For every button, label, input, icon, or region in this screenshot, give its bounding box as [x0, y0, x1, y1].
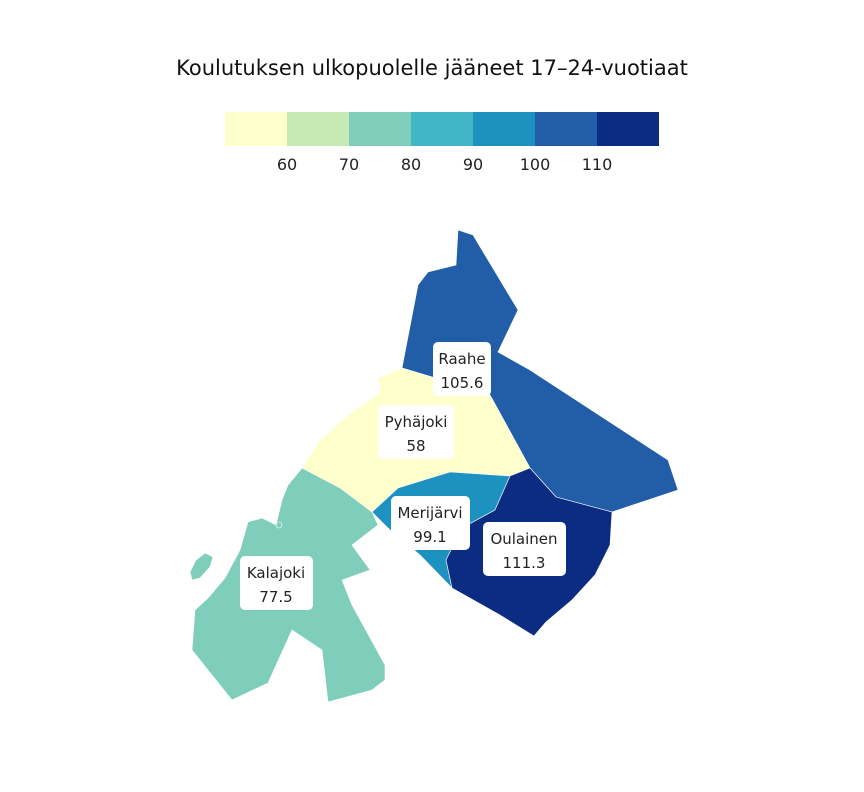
legend-tick-label: 100	[520, 155, 551, 174]
legend-swatch	[535, 112, 597, 146]
label-pyhajoki-value: 58	[406, 437, 425, 455]
label-oulainen-value: 111.3	[503, 554, 546, 572]
legend-tick-label: 70	[339, 155, 359, 174]
legend-tick-label: 110	[582, 155, 613, 174]
label-merijarvi-value: 99.1	[413, 528, 446, 546]
legend-swatch	[473, 112, 535, 146]
label-raahe-name: Raahe	[438, 350, 485, 368]
label-pyhajoki-name: Pyhäjoki	[385, 413, 448, 431]
label-merijarvi-name: Merijärvi	[397, 504, 462, 522]
map-title: Koulutuksen ulkopuolelle jääneet 17–24-v…	[176, 56, 688, 80]
legend-swatch	[225, 112, 287, 146]
label-kalajoki-name: Kalajoki	[247, 564, 305, 582]
label-kalajoki-value: 77.5	[259, 588, 292, 606]
region-kalajoki-islet	[275, 521, 283, 529]
legend-swatches	[225, 112, 659, 146]
legend-tick-label: 90	[463, 155, 483, 174]
region-kalajoki-island[interactable]	[189, 552, 214, 581]
legend-tick-label: 60	[277, 155, 297, 174]
label-oulainen: Oulainen 111.3	[483, 522, 566, 576]
legend-swatch	[597, 112, 659, 146]
legend-ticks: 60 70 80 90 100 110	[277, 155, 612, 174]
label-oulainen-name: Oulainen	[490, 530, 557, 548]
label-merijarvi: Merijärvi 99.1	[391, 496, 470, 550]
label-raahe: Raahe 105.6	[433, 342, 491, 396]
color-legend: 60 70 80 90 100 110	[225, 112, 659, 174]
legend-swatch	[411, 112, 473, 146]
legend-swatch	[349, 112, 411, 146]
label-kalajoki: Kalajoki 77.5	[240, 556, 313, 610]
legend-tick-label: 80	[401, 155, 421, 174]
legend-swatch	[287, 112, 349, 146]
label-pyhajoki: Pyhäjoki 58	[378, 405, 454, 459]
label-raahe-value: 105.6	[441, 374, 484, 392]
